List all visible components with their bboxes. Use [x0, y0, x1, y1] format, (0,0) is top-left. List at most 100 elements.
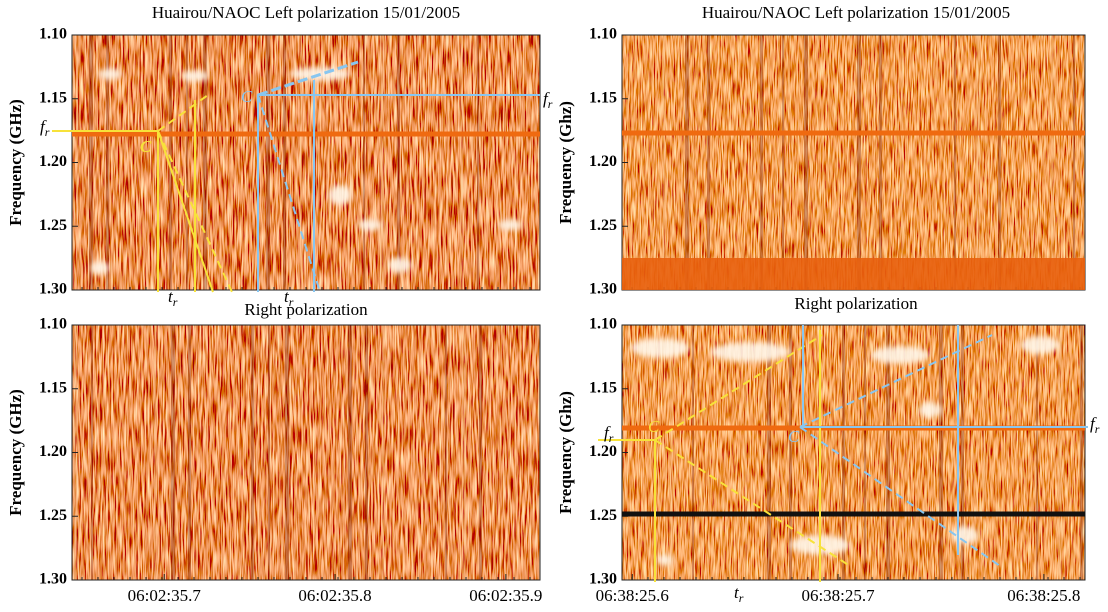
annotation-c: C [788, 427, 800, 446]
streak [767, 325, 771, 580]
annotation-tr: tr [734, 583, 744, 605]
annotation-fr: fr [543, 89, 553, 111]
y-tick-label: 1.20 [589, 443, 617, 460]
streak [983, 325, 985, 580]
streak [363, 35, 365, 290]
streak [998, 35, 1001, 290]
annotation-t: t [284, 287, 290, 306]
x-tick-label: 06:38:25.8 [1007, 586, 1080, 605]
spectrogram-image [622, 325, 1085, 580]
annotation-sub: r [739, 591, 744, 605]
streak [685, 35, 689, 290]
y-tick-label: 1.30 [589, 281, 617, 298]
streak [879, 35, 882, 290]
annotation-sub: r [548, 97, 553, 111]
streak [266, 35, 270, 290]
streak [477, 35, 479, 290]
annotation-t: t [734, 583, 740, 602]
annotation-f: f [1090, 414, 1097, 433]
annotation-sub: r [173, 295, 178, 309]
streak [462, 325, 466, 580]
streak [479, 325, 482, 580]
annotation-sub: r [609, 431, 614, 445]
annotation-c: C [241, 87, 253, 106]
streak [300, 35, 302, 290]
annotation-f: f [40, 117, 47, 136]
y-tick-label: 1.10 [589, 316, 617, 333]
streak [670, 325, 673, 580]
y-axis-label: Frequency (Ghz) [556, 391, 575, 514]
y-axis-label: Frequency (GHz) [6, 99, 25, 226]
annotation-c: C [140, 137, 152, 156]
streak [842, 325, 845, 580]
streak [188, 325, 191, 580]
spectrogram-image [72, 325, 540, 580]
y-axis-label: Frequency (GHz) [6, 389, 25, 516]
annotation-fr: fr [40, 117, 50, 139]
x-tick-label: 06:02:35.9 [469, 586, 542, 605]
streak [1036, 325, 1038, 580]
annotation-sub: r [45, 125, 50, 139]
streak [745, 325, 747, 580]
annotation-c: C [648, 417, 660, 436]
y-tick-label: 1.30 [589, 571, 617, 588]
streak [901, 35, 903, 290]
y-tick-label: 1.25 [589, 217, 617, 234]
streak [348, 325, 352, 580]
annotation-f: f [604, 423, 611, 442]
y-tick-label: 1.25 [39, 507, 67, 524]
streak [789, 325, 792, 580]
x-tick-label: 06:02:35.7 [128, 586, 202, 605]
panel-title: Right polarization [244, 300, 368, 319]
streak [169, 35, 172, 290]
streak [380, 35, 384, 290]
annotation-fr: fr [604, 423, 614, 445]
streak [445, 325, 447, 580]
streak [268, 325, 270, 580]
y-tick-label: 1.10 [589, 26, 617, 43]
panel-title: Huairou/NAOC Left polarization 15/01/200… [152, 3, 460, 22]
streak [976, 35, 980, 290]
streak [171, 325, 175, 580]
y-tick-label: 1.25 [589, 507, 617, 524]
y-tick-label: 1.20 [39, 443, 67, 460]
y-tick-label: 1.15 [39, 89, 67, 106]
y-tick-label: 1.15 [589, 379, 617, 396]
streak [460, 35, 463, 290]
streak [1051, 35, 1054, 290]
streak [692, 325, 694, 580]
streak [663, 35, 665, 290]
y-tick-label: 1.10 [39, 316, 67, 333]
streak [89, 35, 93, 290]
y-tick-label: 1.10 [39, 26, 67, 43]
streak [961, 325, 964, 580]
y-tick-label: 1.20 [589, 153, 617, 170]
y-tick-label: 1.30 [39, 571, 67, 588]
spectrogram-image [622, 35, 1085, 290]
x-tick-label: 06:38:25.7 [801, 586, 875, 605]
streak [1073, 35, 1075, 290]
streak [857, 35, 861, 290]
streak [397, 35, 400, 290]
x-tick-label: 06:38:25.6 [596, 586, 669, 605]
streak [365, 325, 368, 580]
annotation-tr: tr [168, 287, 178, 309]
streak [707, 35, 710, 290]
streak [760, 35, 763, 290]
streak [782, 35, 784, 290]
streak [886, 325, 890, 580]
streak [154, 325, 156, 580]
y-tick-label: 1.30 [39, 281, 67, 298]
streak [804, 35, 808, 290]
y-tick-label: 1.25 [39, 217, 67, 234]
x-tick-label: 06:02:35.8 [298, 586, 371, 605]
y-tick-label: 1.15 [39, 379, 67, 396]
y-tick-label: 1.20 [39, 153, 67, 170]
annotation-tr: tr [284, 287, 294, 309]
streak [106, 35, 109, 290]
y-tick-label: 1.15 [589, 89, 617, 106]
y-axis-label: Frequency (Ghz) [556, 101, 575, 224]
panel-title: Right polarization [794, 294, 918, 313]
streak [186, 35, 188, 290]
